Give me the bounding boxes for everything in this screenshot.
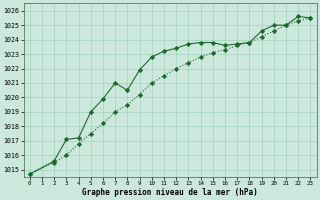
- X-axis label: Graphe pression niveau de la mer (hPa): Graphe pression niveau de la mer (hPa): [82, 188, 258, 197]
